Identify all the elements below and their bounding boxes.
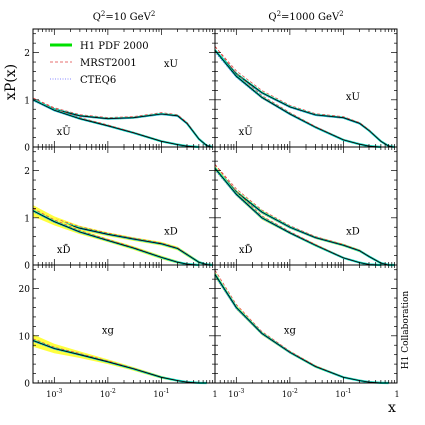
x-tick-label: 10-2 [100,388,116,399]
legend-label-mrst: MRST2001 [80,58,137,69]
legend-label-h1: H1 PDF 2000 [80,41,149,52]
curve-label: xŪ [239,126,253,138]
y-tick-label: 0 [24,380,30,390]
curve-label: xU [164,59,178,70]
curve-band [33,334,207,383]
curve-cteq [32,100,213,148]
curve-mrst [214,269,389,384]
column-header-q2-1000: Q2=1000 GeV2 [268,10,343,23]
curve-label: xU [346,92,360,103]
panel-r2-c0: xg 0 10 20 10-3 10-2 10-1 1 [19,264,218,399]
y-tick-label: 1 [24,96,30,106]
curve-label: xŪ [57,126,71,138]
x-tick-label: 10-3 [228,388,244,399]
y-tick-label: 2 [24,49,30,59]
panel-r0-c1: xU xŪ [214,28,398,149]
x-axis-label: x [388,400,396,416]
curve-mrst [32,97,213,148]
curve-cteq [32,100,199,148]
x-tick-label: 10-1 [153,388,169,399]
curve-mrst [214,46,395,148]
curve-band [215,271,389,383]
curve-mrst [32,97,199,148]
collaboration-label: H1 Collaboration [401,291,411,370]
curve-label: xg [102,325,115,336]
curve-cteq [214,169,395,266]
x-tick-label: 10-2 [282,388,298,399]
y-tick-label: 0 [24,262,30,272]
curve-mrst [214,46,381,148]
curve-central [214,49,381,148]
curve-central [214,167,381,266]
panel-r1-c1: xD xD̄ [214,146,398,267]
curve-label: xD [164,226,178,237]
x-tick-label: 1 [394,390,399,399]
curve-band-center [32,98,199,149]
y-tick-label: 20 [19,285,31,295]
curve-band-center [32,98,213,149]
legend: H1 PDF 2000 MRST2001 CTEQ6 [50,41,149,86]
curve-central [32,99,213,148]
x-tick-label: 10-3 [46,388,62,399]
panel-r1-c0: xD xD̄ 0 1 2 [24,146,216,272]
y-tick-label: 0 [24,144,30,154]
legend-label-cteq: CTEQ6 [80,75,116,86]
y-tick-label: 10 [19,332,31,342]
column-header-q2-10: Q2=10 GeV2 [93,10,156,23]
curve-central [214,49,395,148]
curve-central [32,210,213,266]
x-tick-label: 10-1 [335,388,351,399]
curve-central [32,210,199,266]
curve-band [33,98,199,147]
curve-central [32,99,199,148]
curve-cteq [32,211,199,266]
curve-central [214,274,389,384]
panel-r2-c1: xg 10-3 10-2 10-1 1 [214,264,400,399]
curve-mrst [32,208,213,266]
y-tick-label: 2 [24,167,30,177]
x-tick-label: 1 [212,390,217,399]
plot-layer: xU xŪ 0 1 2 xU xŪ xD xD̄ 0 1 2 xD xD̄ xg 0 10 20 10-3 10-2 1… [19,28,400,399]
y-axis-label: xP(x) [3,64,19,100]
curve-mrst [214,164,381,266]
curve-label: xg [284,325,297,336]
curve-band-center [214,273,389,385]
y-tick-label: 1 [24,214,30,224]
curve-cteq [214,276,389,384]
curve-label: xD̄ [57,244,71,256]
curve-central [214,167,395,266]
curve-label: xD̄ [239,244,253,256]
curve-label: xD [346,226,360,237]
panel-frame [214,264,398,384]
